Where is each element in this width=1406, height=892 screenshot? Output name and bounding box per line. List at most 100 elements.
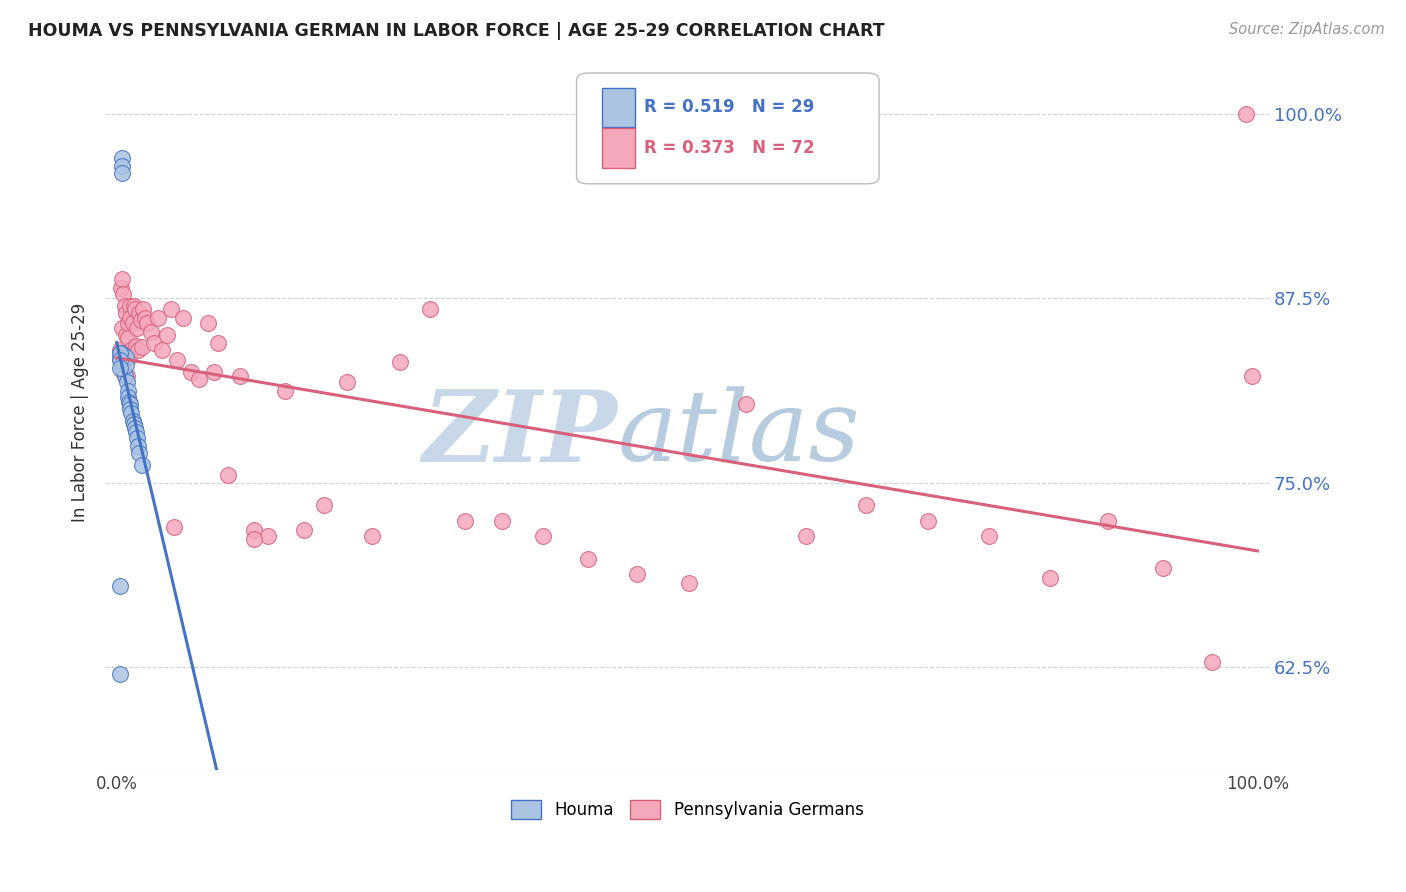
Point [134,310,156,325]
Point [120,299,142,313]
Point [120,406,142,420]
Point [531,528,554,542]
Point [626,566,648,581]
Point [110,353,132,368]
Point [491,514,513,528]
Point [131,458,153,472]
Point [117,390,139,404]
Point [163,520,186,534]
Point [1097,514,1119,528]
Point [117,331,139,345]
Text: R = 0.373   N = 72: R = 0.373 N = 72 [644,139,814,157]
Point [114,328,136,343]
Point [125,338,148,352]
FancyBboxPatch shape [576,73,879,184]
Point [139,325,162,339]
Point [112,287,135,301]
Point [229,369,252,384]
Text: atlas: atlas [617,386,860,482]
Point [118,394,141,409]
Legend: Houma, Pennsylvania Germans: Houma, Pennsylvania Germans [503,793,870,826]
Point [129,313,152,327]
Y-axis label: In Labor Force | Age 25-29: In Labor Force | Age 25-29 [72,303,89,522]
Point [122,299,145,313]
Point [1201,656,1223,670]
Point [110,281,132,295]
FancyBboxPatch shape [602,128,634,168]
Point [118,351,141,365]
Point [120,310,142,325]
Point [419,301,441,316]
Point [124,421,146,435]
Point [172,310,194,325]
Point [114,306,136,320]
Point [124,301,146,316]
Point [917,514,939,528]
Point [111,166,134,180]
Text: Source: ZipAtlas.com: Source: ZipAtlas.com [1229,22,1385,37]
Point [453,514,475,528]
Point [361,528,384,542]
Point [979,528,1001,542]
Point [117,384,139,399]
Point [678,575,700,590]
Point [108,351,131,365]
Point [114,351,136,365]
Point [336,376,359,390]
Point [108,579,131,593]
Point [111,321,134,335]
Point [121,414,143,428]
Point [112,360,135,375]
Point [111,272,134,286]
Point [128,446,150,460]
Point [108,346,131,360]
Point [111,159,134,173]
Point [108,360,131,375]
Point [127,321,149,335]
Point [115,369,138,384]
Point [180,365,202,379]
Point [1039,571,1062,585]
Point [207,335,229,350]
Point [120,343,142,357]
Point [855,498,877,512]
Point [114,299,136,313]
Point [132,301,155,316]
Point [187,372,209,386]
Point [1152,561,1174,575]
Point [131,340,153,354]
Point [1234,107,1257,121]
Point [388,355,411,369]
Point [794,528,817,542]
Point [112,365,135,379]
Point [202,365,225,379]
Point [127,431,149,445]
Point [122,417,145,431]
Point [735,397,758,411]
Point [257,528,280,542]
Point [292,523,315,537]
Point [127,343,149,357]
Point [108,667,131,681]
Point [128,306,150,320]
Point [117,317,139,331]
Point [143,335,166,350]
Point [197,317,219,331]
Point [111,151,134,165]
Point [136,317,159,331]
Point [1240,369,1263,384]
Point [274,384,297,399]
Point [150,343,173,357]
Text: R = 0.519   N = 29: R = 0.519 N = 29 [644,98,814,116]
Point [108,353,131,368]
Text: HOUMA VS PENNSYLVANIA GERMAN IN LABOR FORCE | AGE 25-29 CORRELATION CHART: HOUMA VS PENNSYLVANIA GERMAN IN LABOR FO… [28,22,884,40]
Point [127,439,149,453]
Point [108,343,131,357]
Point [146,310,169,325]
Point [314,498,336,512]
Point [114,369,136,384]
Point [576,552,599,566]
Point [110,346,132,360]
Point [156,328,179,343]
Point [114,358,136,372]
